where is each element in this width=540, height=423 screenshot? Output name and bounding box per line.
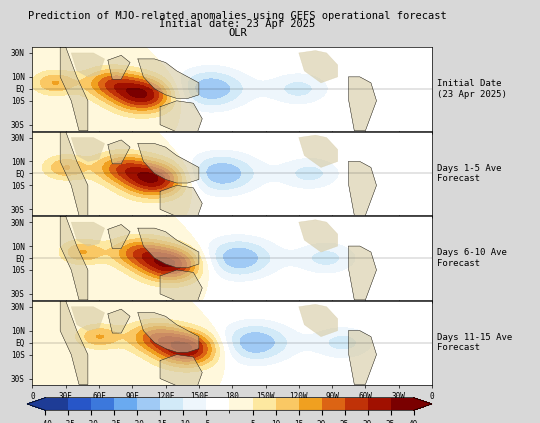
- Polygon shape: [138, 228, 199, 268]
- Polygon shape: [299, 135, 338, 168]
- Polygon shape: [71, 222, 105, 246]
- Text: OLR: OLR: [228, 28, 247, 38]
- Text: Days 11-15 Ave
Forecast: Days 11-15 Ave Forecast: [437, 333, 512, 352]
- Text: Days 1-5 Ave
Forecast: Days 1-5 Ave Forecast: [437, 164, 502, 183]
- Text: Initial Date
(23 Apr 2025): Initial Date (23 Apr 2025): [437, 79, 507, 99]
- Polygon shape: [160, 270, 202, 303]
- Polygon shape: [60, 216, 88, 300]
- Polygon shape: [299, 50, 338, 83]
- Polygon shape: [71, 307, 105, 331]
- PathPatch shape: [414, 398, 432, 410]
- Polygon shape: [60, 132, 88, 215]
- Polygon shape: [160, 185, 202, 219]
- Polygon shape: [349, 331, 376, 385]
- Polygon shape: [71, 53, 105, 77]
- Polygon shape: [299, 304, 338, 337]
- PathPatch shape: [27, 398, 45, 410]
- Text: Days 6-10 Ave
Forecast: Days 6-10 Ave Forecast: [437, 248, 507, 268]
- Polygon shape: [60, 47, 88, 131]
- Polygon shape: [60, 301, 88, 385]
- Polygon shape: [108, 55, 130, 79]
- Polygon shape: [108, 309, 130, 333]
- Polygon shape: [138, 143, 199, 183]
- Polygon shape: [138, 313, 199, 352]
- Polygon shape: [299, 220, 338, 252]
- Polygon shape: [160, 101, 202, 134]
- Polygon shape: [349, 246, 376, 300]
- Polygon shape: [349, 162, 376, 215]
- Text: Initial date: 23 Apr 2025: Initial date: 23 Apr 2025: [159, 19, 316, 29]
- Polygon shape: [160, 354, 202, 388]
- Polygon shape: [108, 140, 130, 164]
- Polygon shape: [108, 225, 130, 248]
- Polygon shape: [349, 77, 376, 131]
- Polygon shape: [71, 137, 105, 162]
- Polygon shape: [138, 59, 199, 99]
- Text: Prediction of MJO-related anomalies using GEFS operational forecast: Prediction of MJO-related anomalies usin…: [28, 11, 447, 21]
